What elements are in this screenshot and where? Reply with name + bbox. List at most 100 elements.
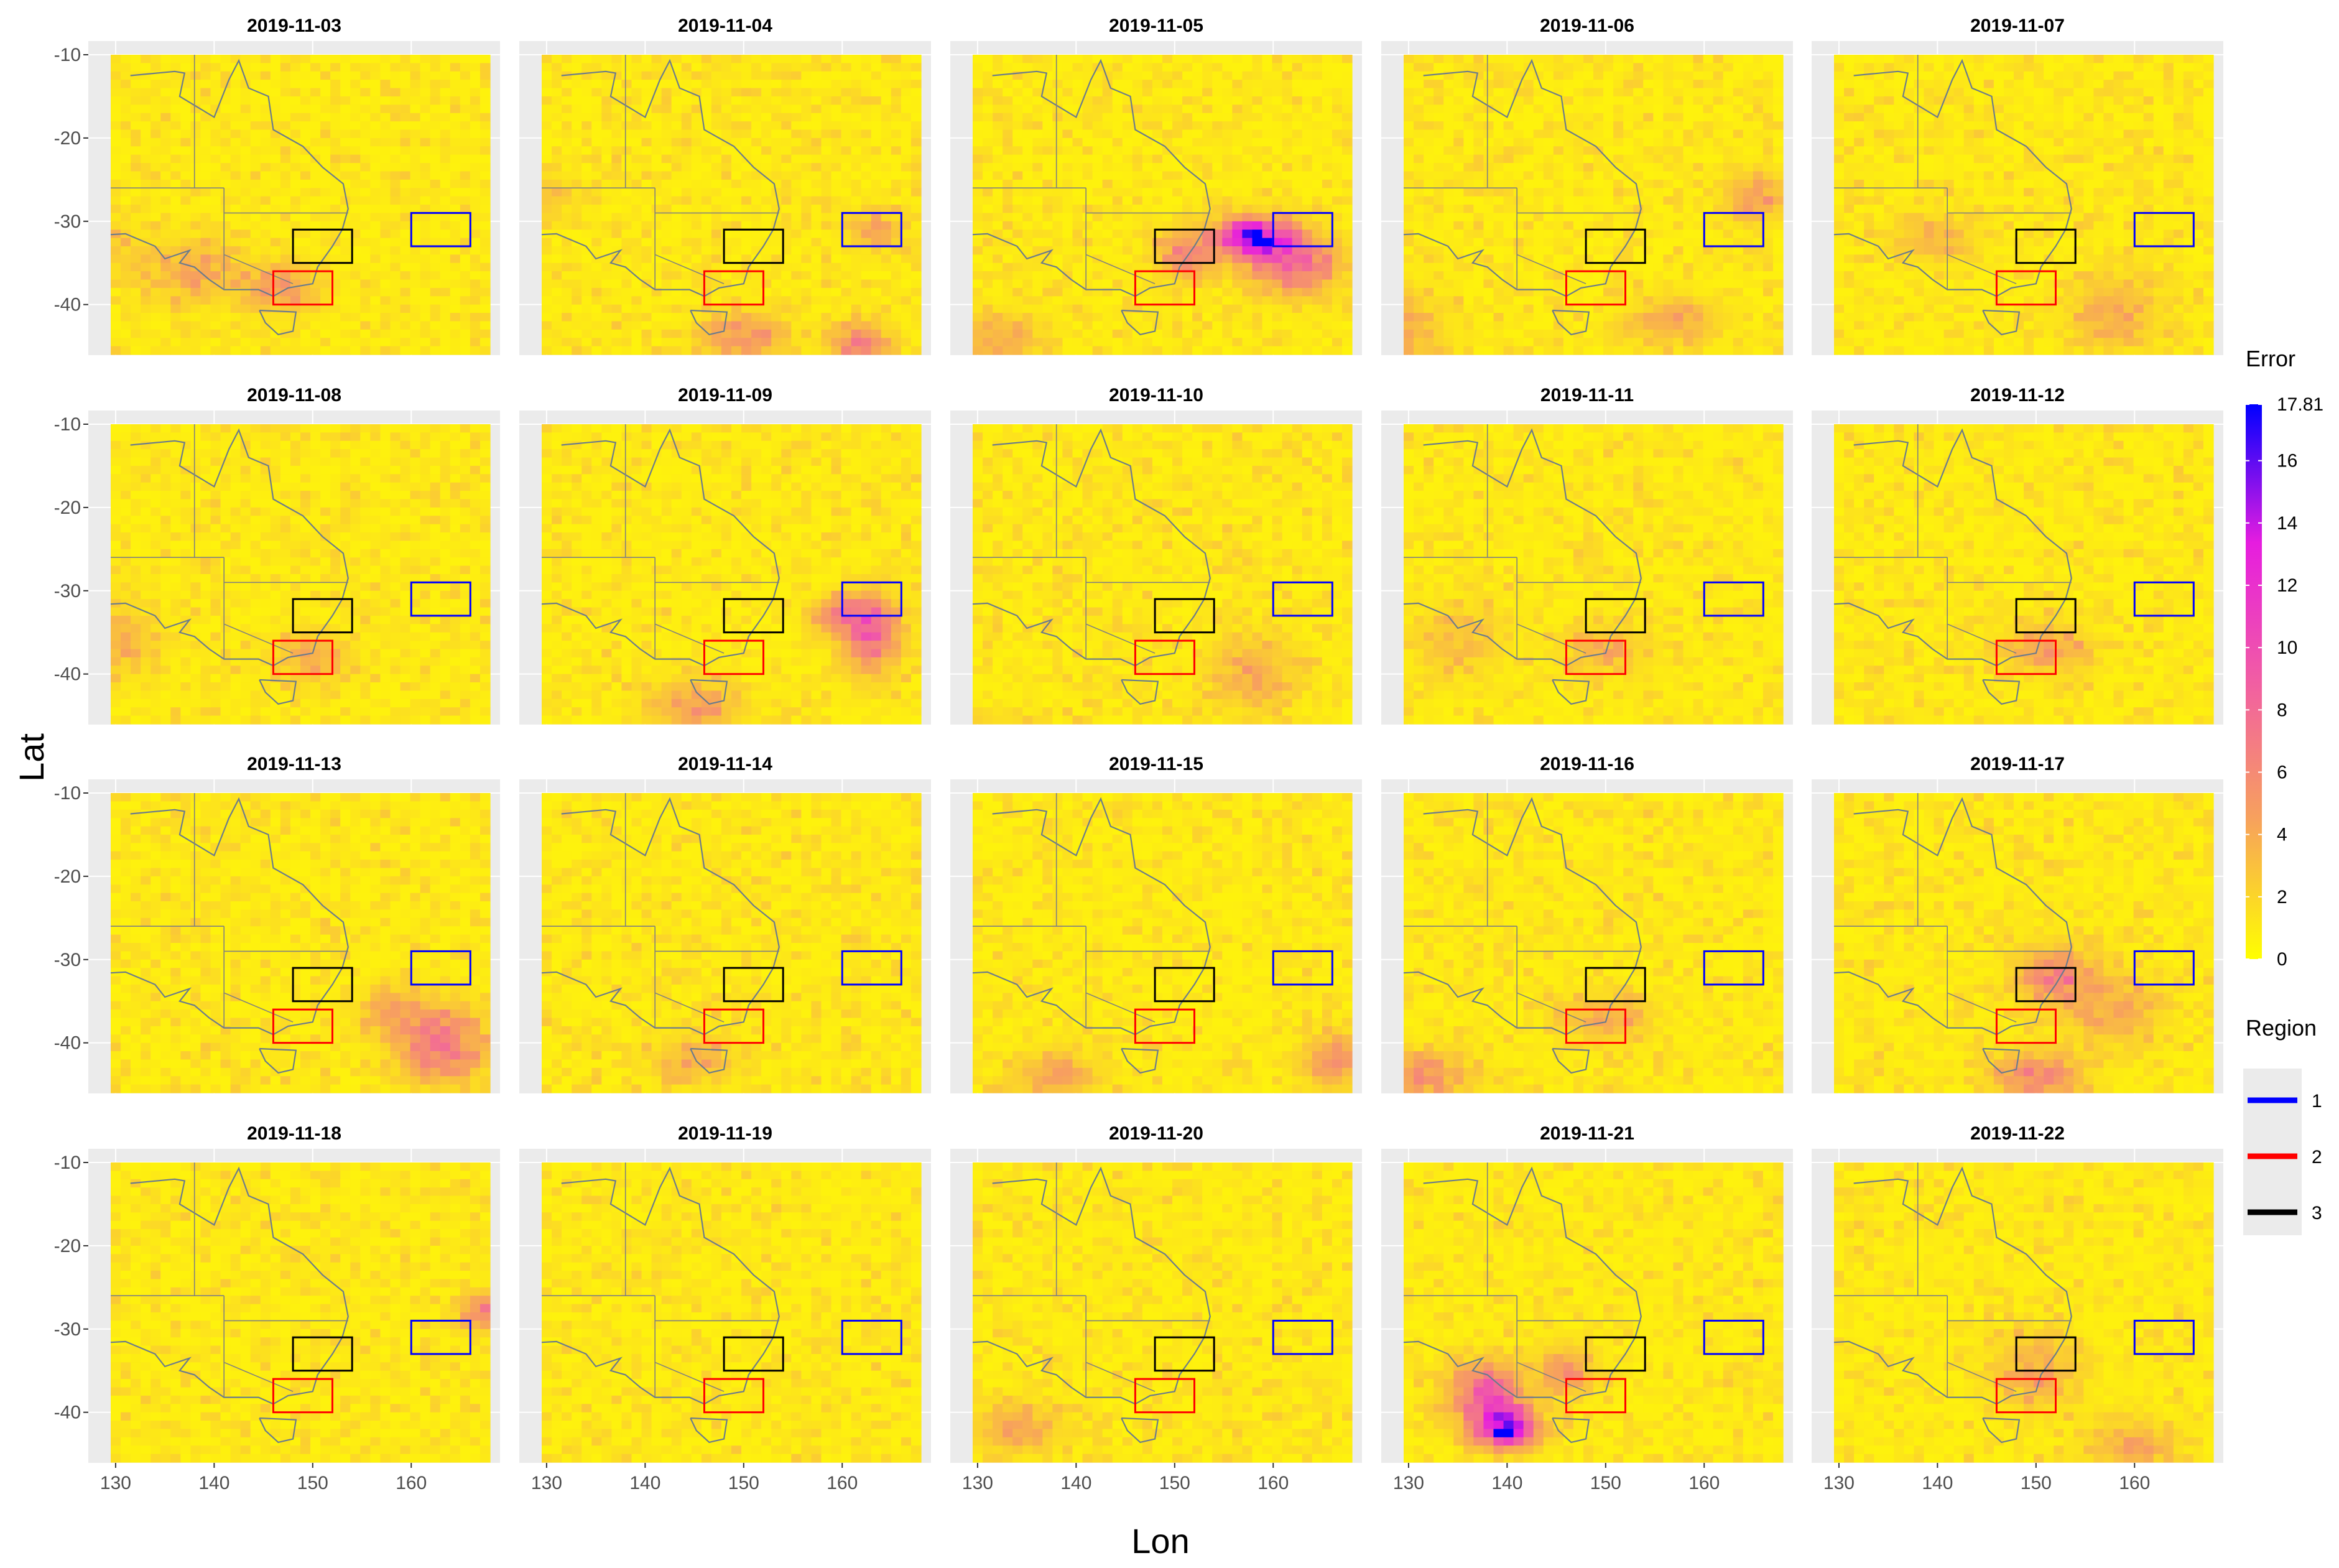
heatmap-cell — [1022, 146, 1033, 155]
heatmap-cell — [552, 330, 562, 338]
heatmap-cell — [1524, 171, 1534, 180]
heatmap-cell — [741, 188, 752, 197]
heatmap-cell — [1514, 346, 1524, 355]
heatmap-cell — [711, 321, 722, 330]
heatmap-cell — [420, 221, 431, 230]
heatmap-cell — [1062, 246, 1073, 255]
heatmap-cell — [731, 330, 742, 338]
heatmap-cell — [1292, 254, 1303, 263]
heatmap-cell — [1022, 55, 1033, 63]
heatmap-cell — [1202, 72, 1213, 80]
heatmap-cell — [1212, 338, 1223, 346]
heatmap-cell — [881, 104, 892, 113]
heatmap-cell — [1003, 338, 1013, 346]
heatmap-cell — [1113, 346, 1123, 355]
heatmap-cell — [271, 180, 281, 188]
heatmap-cell — [1322, 313, 1333, 322]
heatmap-cell — [1623, 138, 1634, 147]
heatmap-cell — [1262, 63, 1273, 72]
heatmap-cell — [1272, 263, 1283, 272]
heatmap-cell — [160, 346, 171, 355]
heatmap-cell — [410, 330, 421, 338]
heatmap-cell — [881, 80, 892, 88]
heatmap-cell — [761, 330, 772, 338]
heatmap-cell — [621, 205, 632, 213]
heatmap-cell — [360, 346, 371, 355]
heatmap-cell — [841, 88, 852, 97]
heatmap-cell — [692, 146, 702, 155]
heatmap-cell — [261, 155, 271, 164]
heatmap-cell — [360, 80, 371, 88]
heatmap-cell — [552, 121, 562, 130]
heatmap-cell — [1453, 238, 1464, 247]
heatmap-cell — [340, 88, 351, 97]
heatmap-cell — [821, 96, 831, 105]
heatmap-cell — [1593, 88, 1604, 97]
heatmap-cell — [211, 230, 221, 238]
heatmap-cell — [1093, 88, 1103, 97]
heatmap-cell — [1152, 163, 1163, 172]
heatmap-cell — [1172, 230, 1183, 238]
heatmap-cell — [211, 254, 221, 263]
heatmap-cell — [200, 321, 211, 330]
heatmap-cell — [1192, 121, 1203, 130]
heatmap-cell — [1563, 63, 1574, 72]
heatmap-cell — [340, 238, 351, 247]
heatmap-cell — [572, 180, 582, 188]
heatmap-cell — [801, 72, 812, 80]
heatmap-cell — [160, 288, 171, 297]
heatmap-cell — [901, 113, 912, 122]
heatmap-cell — [662, 305, 672, 313]
heatmap-cell — [111, 113, 121, 122]
heatmap-cell — [721, 238, 732, 247]
heatmap-cell — [190, 205, 201, 213]
heatmap-cell — [542, 138, 552, 147]
heatmap-cell — [871, 63, 882, 72]
heatmap-cell — [672, 197, 682, 205]
heatmap-cell — [1332, 88, 1343, 97]
heatmap-cell — [401, 296, 411, 305]
heatmap-cell — [160, 88, 171, 97]
heatmap-cell — [1252, 205, 1262, 213]
heatmap-cell — [881, 330, 892, 338]
heatmap-cell — [1003, 205, 1013, 213]
heatmap-cell — [1123, 163, 1133, 172]
heatmap-cell — [1162, 55, 1173, 63]
heatmap-cell — [241, 296, 251, 305]
heatmap-cell — [261, 246, 271, 255]
heatmap-cell — [682, 113, 692, 122]
heatmap-cell — [682, 246, 692, 255]
heatmap-cell — [121, 180, 131, 188]
heatmap-cell — [251, 305, 261, 313]
heatmap-cell — [151, 280, 161, 289]
heatmap-cell — [1603, 197, 1614, 205]
heatmap-cell — [470, 138, 481, 147]
heatmap-cell — [470, 96, 481, 105]
heatmap-cell — [1232, 146, 1243, 155]
heatmap-cell — [111, 221, 121, 230]
heatmap-cell — [901, 96, 912, 105]
heatmap-cell — [721, 246, 732, 255]
heatmap-cell — [1052, 246, 1063, 255]
heatmap-cell — [1152, 238, 1163, 247]
heatmap-cell — [111, 72, 121, 80]
heatmap-cell — [1123, 280, 1133, 289]
heatmap-cell — [231, 321, 241, 330]
heatmap-cell — [1062, 296, 1073, 305]
heatmap-cell — [280, 221, 291, 230]
heatmap-cell — [180, 221, 191, 230]
heatmap-cell — [190, 171, 201, 180]
heatmap-cell — [1202, 288, 1213, 297]
heatmap-cell — [370, 263, 381, 272]
heatmap-cell — [1302, 188, 1313, 197]
heatmap-cell — [731, 88, 742, 97]
heatmap-cell — [891, 288, 902, 297]
heatmap-cell — [871, 155, 882, 164]
heatmap-cell — [1613, 188, 1624, 197]
heatmap-cell — [771, 305, 782, 313]
heatmap-cell — [1003, 321, 1013, 330]
heatmap-cell — [901, 130, 912, 139]
heatmap-cell — [1093, 113, 1103, 122]
heatmap-cell — [141, 113, 151, 122]
heatmap-cell — [410, 271, 421, 280]
